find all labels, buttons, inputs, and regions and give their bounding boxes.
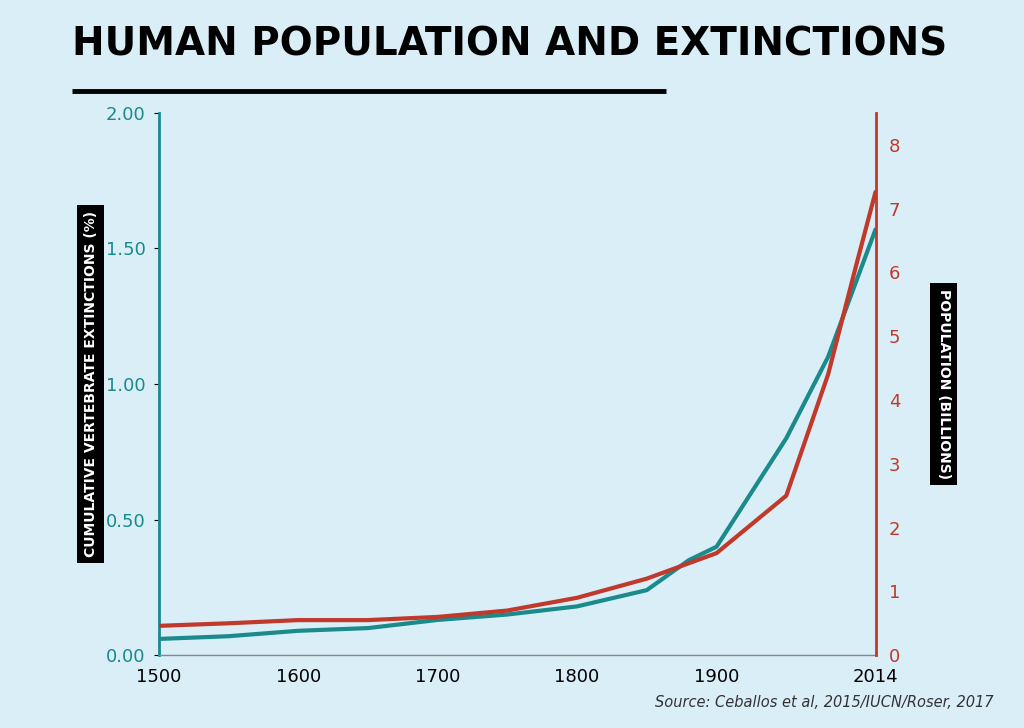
- Text: POPULATION (BILLIONS): POPULATION (BILLIONS): [937, 289, 950, 479]
- Text: Source: Ceballos et al, 2015/IUCN/Roser, 2017: Source: Ceballos et al, 2015/IUCN/Roser,…: [654, 695, 993, 710]
- Text: HUMAN POPULATION AND EXTINCTIONS: HUMAN POPULATION AND EXTINCTIONS: [72, 25, 947, 63]
- Text: CUMULATIVE VERTEBRATE EXTINCTIONS (%): CUMULATIVE VERTEBRATE EXTINCTIONS (%): [84, 211, 97, 557]
